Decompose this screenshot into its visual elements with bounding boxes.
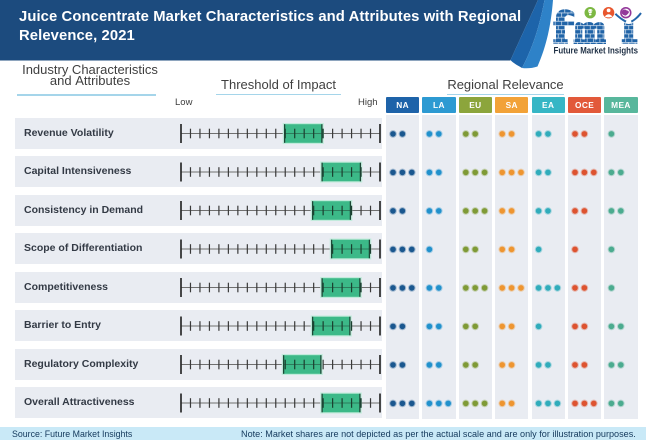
svg-text:Future Market Insights: Future Market Insights xyxy=(554,46,639,57)
